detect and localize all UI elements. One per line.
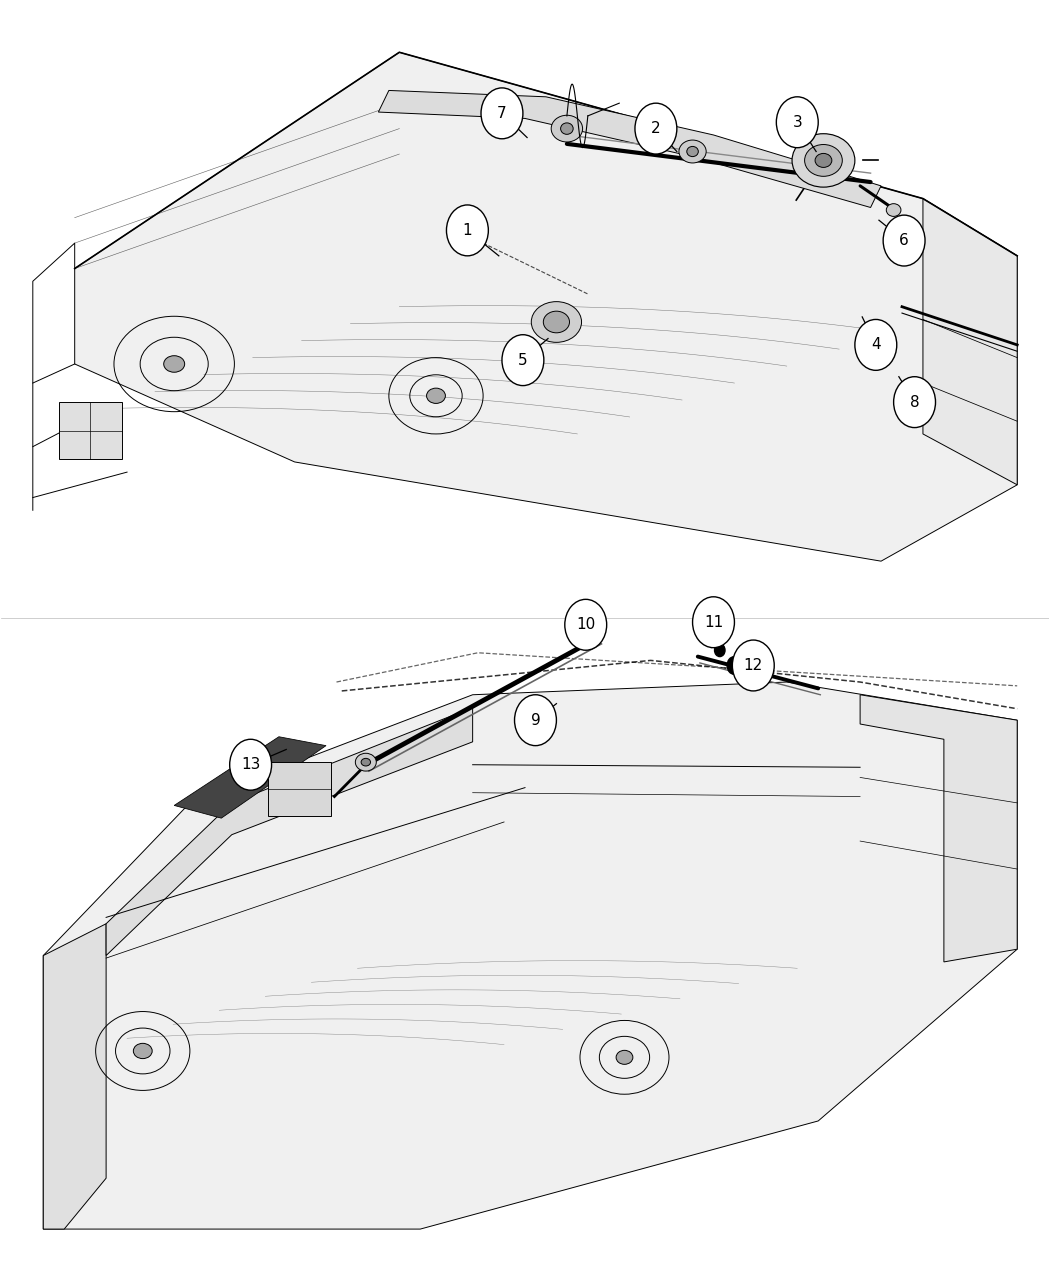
Circle shape xyxy=(502,335,544,385)
Ellipse shape xyxy=(361,759,371,766)
Text: 2: 2 xyxy=(651,121,660,136)
Circle shape xyxy=(446,205,488,256)
Polygon shape xyxy=(378,91,881,208)
Circle shape xyxy=(732,640,774,691)
Text: 8: 8 xyxy=(909,395,920,409)
Polygon shape xyxy=(43,924,106,1229)
Polygon shape xyxy=(43,682,1017,1229)
Text: 9: 9 xyxy=(530,713,541,728)
Text: 1: 1 xyxy=(463,223,472,238)
Circle shape xyxy=(776,97,818,148)
Ellipse shape xyxy=(616,1051,633,1065)
Text: 6: 6 xyxy=(899,233,909,249)
Text: 5: 5 xyxy=(518,353,528,367)
Circle shape xyxy=(514,695,556,746)
Circle shape xyxy=(693,597,734,648)
Polygon shape xyxy=(923,199,1017,484)
Circle shape xyxy=(727,657,741,674)
Ellipse shape xyxy=(886,204,901,217)
Ellipse shape xyxy=(561,122,573,134)
Ellipse shape xyxy=(355,754,376,771)
Circle shape xyxy=(883,215,925,266)
Ellipse shape xyxy=(815,153,832,167)
Polygon shape xyxy=(174,737,327,819)
Ellipse shape xyxy=(426,388,445,403)
FancyBboxPatch shape xyxy=(269,762,331,816)
Text: 3: 3 xyxy=(793,115,802,130)
Ellipse shape xyxy=(687,147,698,157)
Circle shape xyxy=(565,599,607,650)
Ellipse shape xyxy=(543,311,569,333)
Text: 7: 7 xyxy=(497,106,507,121)
Text: 12: 12 xyxy=(743,658,763,673)
Ellipse shape xyxy=(551,115,583,142)
Polygon shape xyxy=(860,695,1017,961)
Ellipse shape xyxy=(164,356,185,372)
Text: 4: 4 xyxy=(872,338,881,352)
Circle shape xyxy=(855,320,897,370)
Ellipse shape xyxy=(804,144,842,176)
Text: 10: 10 xyxy=(576,617,595,632)
Text: 13: 13 xyxy=(240,757,260,773)
FancyBboxPatch shape xyxy=(59,402,122,459)
Polygon shape xyxy=(75,52,1017,561)
Ellipse shape xyxy=(133,1043,152,1058)
Text: 11: 11 xyxy=(704,615,723,630)
Ellipse shape xyxy=(531,302,582,343)
Circle shape xyxy=(481,88,523,139)
Circle shape xyxy=(894,376,936,427)
Circle shape xyxy=(635,103,677,154)
Ellipse shape xyxy=(679,140,707,163)
Ellipse shape xyxy=(792,134,855,187)
Circle shape xyxy=(230,740,272,790)
Circle shape xyxy=(715,644,724,657)
Polygon shape xyxy=(106,708,472,955)
